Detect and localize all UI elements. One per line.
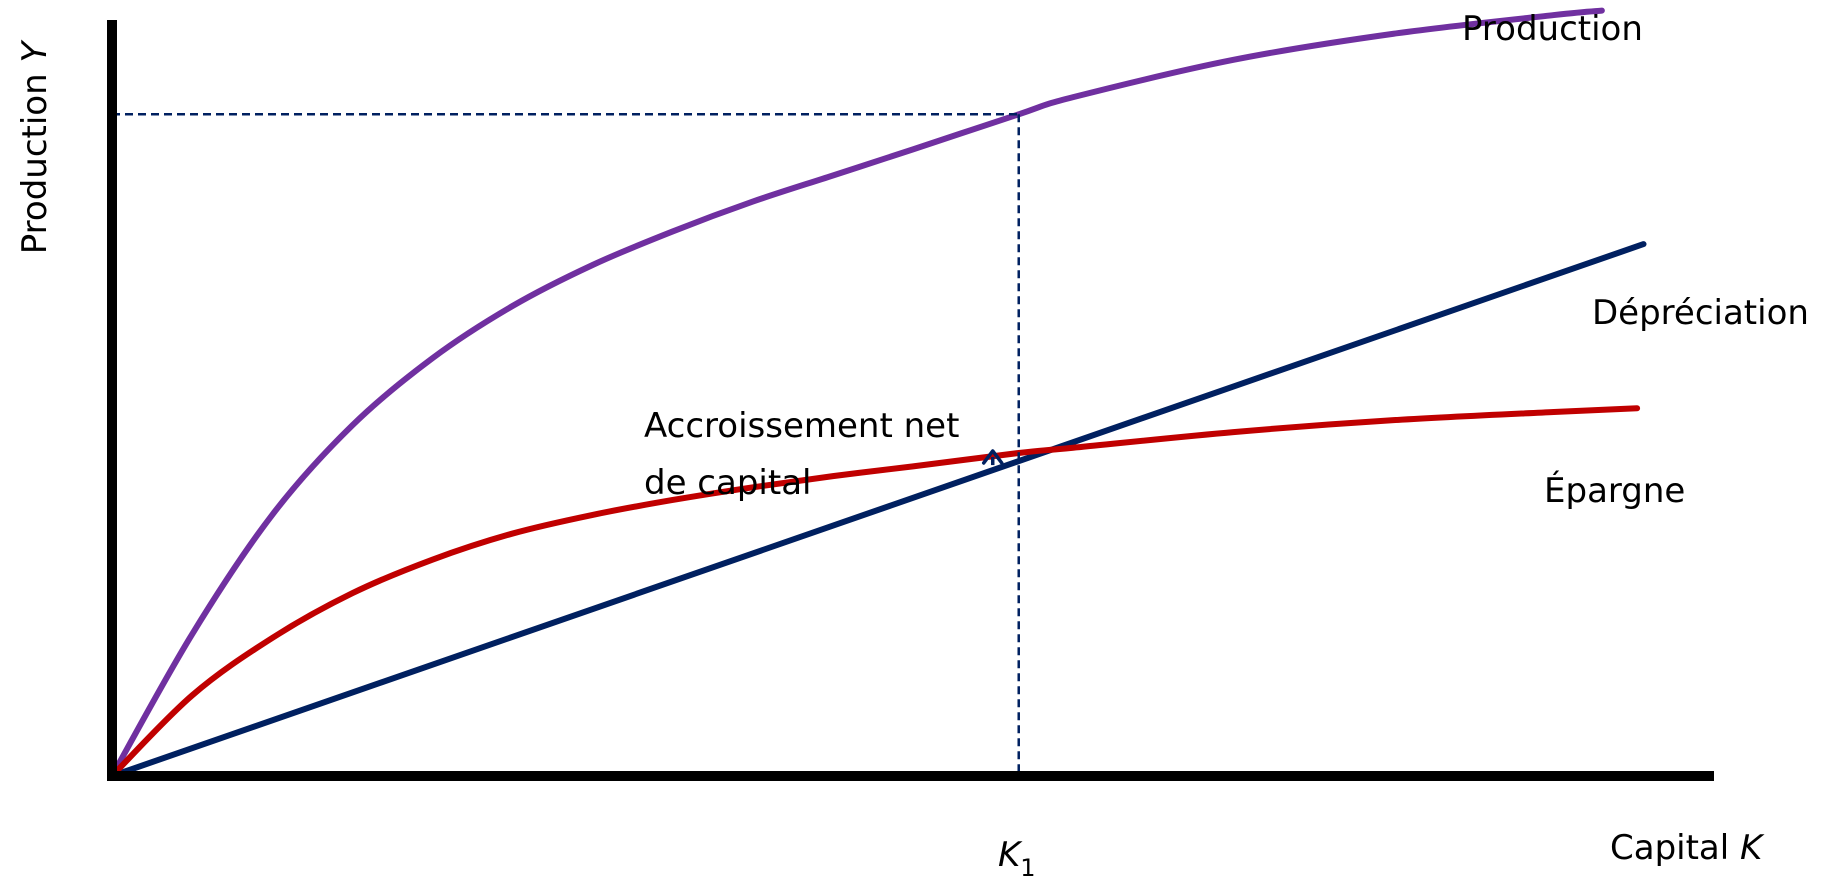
series-label-depreciation: Dépréciation <box>1592 293 1809 333</box>
series-label-epargne: Épargne <box>1544 470 1685 511</box>
series-label-production: Production <box>1462 9 1643 49</box>
net-increase-arrowhead <box>981 449 1004 465</box>
x-axis-label: Capital K <box>1610 828 1765 868</box>
x-tick-label-k1: K1 <box>998 835 1036 876</box>
annotation-line-1: Accroissement net <box>644 406 959 446</box>
series-line-production <box>109 7 1605 779</box>
y-axis-label: Production Y <box>15 40 55 255</box>
series-line-depreciation <box>109 241 1647 779</box>
series-line-epargne <box>109 405 1641 779</box>
guide-layer <box>112 113 1020 776</box>
annotation-line-2: de capital <box>644 463 811 503</box>
series-layer <box>109 7 1647 779</box>
